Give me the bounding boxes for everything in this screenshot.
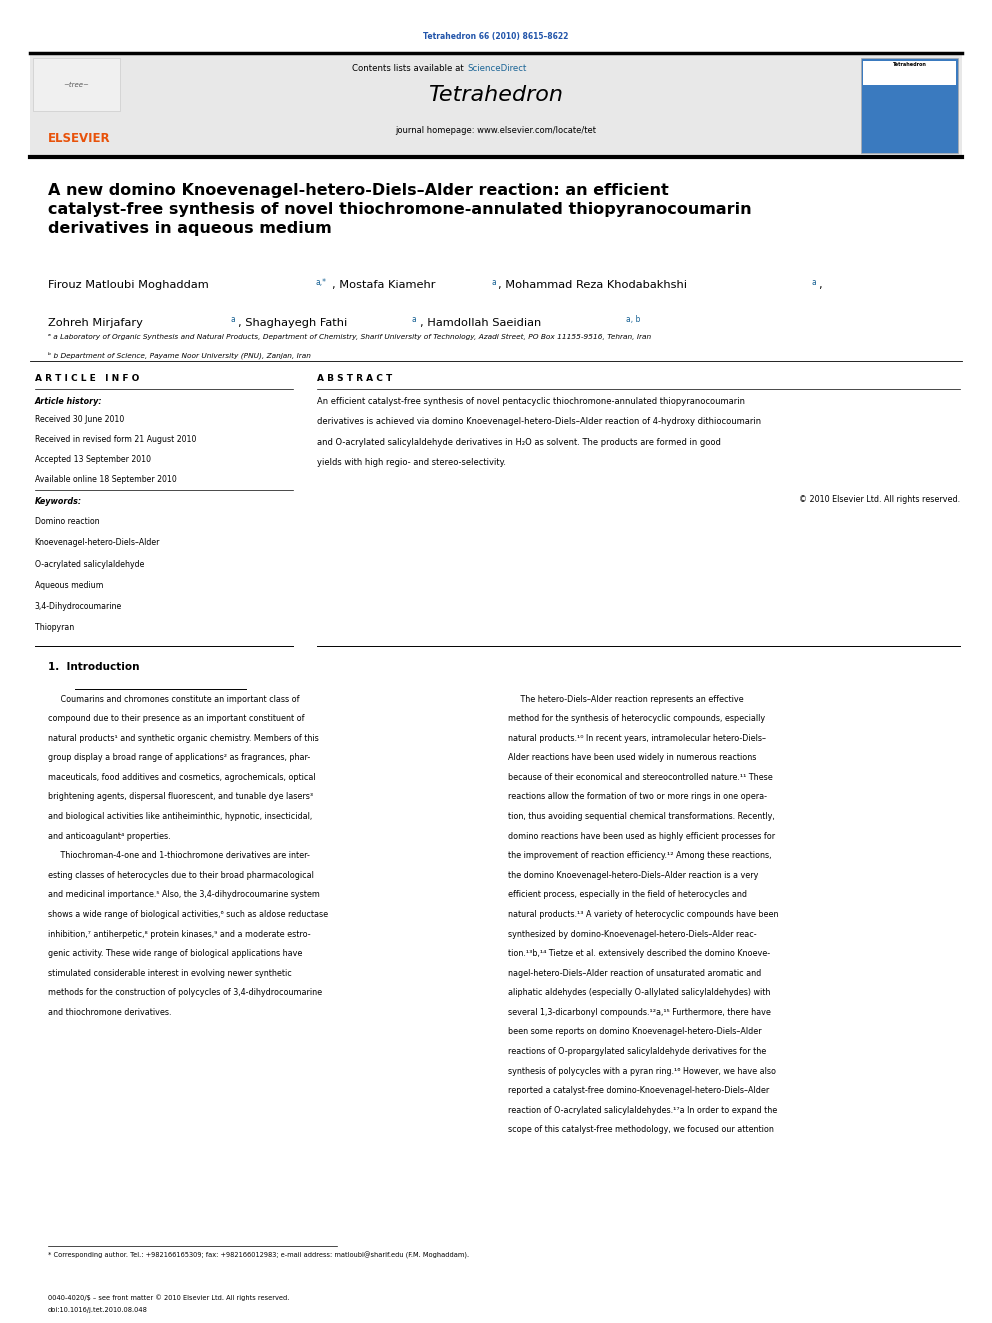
Text: methods for the construction of polycycles of 3,4-dihydrocoumarine: methods for the construction of polycycl… [48, 988, 321, 998]
Text: Keywords:: Keywords: [35, 497, 82, 507]
FancyBboxPatch shape [863, 61, 956, 85]
Text: a: a [412, 315, 417, 324]
Text: Contents lists available at: Contents lists available at [352, 64, 466, 73]
Text: ~tree~: ~tree~ [63, 82, 89, 87]
Text: A B S T R A C T: A B S T R A C T [317, 374, 393, 384]
Text: a: a [491, 278, 496, 287]
Text: several 1,3-dicarbonyl compounds.¹²a,¹⁵ Furthermore, there have: several 1,3-dicarbonyl compounds.¹²a,¹⁵ … [508, 1008, 771, 1017]
Text: Tetrahedron: Tetrahedron [429, 85, 563, 106]
Text: Firouz Matloubi Moghaddam: Firouz Matloubi Moghaddam [48, 280, 208, 291]
Text: scope of this catalyst-free methodology, we focused our attention: scope of this catalyst-free methodology,… [508, 1126, 774, 1134]
Text: Thiopyran: Thiopyran [35, 623, 74, 632]
Text: * Corresponding author. Tel.: +982166165309; fax: +982166012983; e-mail address:: * Corresponding author. Tel.: +982166165… [48, 1252, 469, 1258]
Text: Alder reactions have been used widely in numerous reactions: Alder reactions have been used widely in… [508, 753, 756, 762]
FancyBboxPatch shape [33, 58, 120, 111]
Text: , Mohammad Reza Khodabakhshi: , Mohammad Reza Khodabakhshi [498, 280, 687, 291]
Text: group display a broad range of applications² as fragrances, phar-: group display a broad range of applicati… [48, 753, 310, 762]
Text: Tetrahedron 66 (2010) 8615–8622: Tetrahedron 66 (2010) 8615–8622 [424, 32, 568, 41]
Text: a,*: a,* [315, 278, 326, 287]
Text: because of their economical and stereocontrolled nature.¹¹ These: because of their economical and stereoco… [508, 773, 773, 782]
Text: tion, thus avoiding sequential chemical transformations. Recently,: tion, thus avoiding sequential chemical … [508, 812, 775, 822]
Text: maceuticals, food additives and cosmetics, agrochemicals, optical: maceuticals, food additives and cosmetic… [48, 773, 315, 782]
Text: reactions allow the formation of two or more rings in one opera-: reactions allow the formation of two or … [508, 792, 767, 802]
Text: a: a [230, 315, 235, 324]
Text: shows a wide range of biological activities,⁶ such as aldose reductase: shows a wide range of biological activit… [48, 910, 327, 919]
Text: journal homepage: www.elsevier.com/locate/tet: journal homepage: www.elsevier.com/locat… [396, 127, 596, 135]
Text: stimulated considerable interest in evolving newer synthetic: stimulated considerable interest in evol… [48, 968, 292, 978]
Text: inhibition,⁷ antiherpetic,⁸ protein kinases,⁹ and a moderate estro-: inhibition,⁷ antiherpetic,⁸ protein kina… [48, 930, 310, 938]
Text: 3,4-Dihydrocoumarine: 3,4-Dihydrocoumarine [35, 602, 122, 611]
Text: and O-acrylated salicylaldehyde derivatives in H₂O as solvent. The products are : and O-acrylated salicylaldehyde derivati… [317, 438, 721, 447]
Text: ScienceDirect: ScienceDirect [467, 64, 527, 73]
Text: The hetero-Diels–Alder reaction represents an effective: The hetero-Diels–Alder reaction represen… [508, 695, 744, 704]
Text: doi:10.1016/j.tet.2010.08.048: doi:10.1016/j.tet.2010.08.048 [48, 1307, 148, 1314]
Text: ᵇ b Department of Science, Payame Noor University (PNU), Zanjan, Iran: ᵇ b Department of Science, Payame Noor U… [48, 352, 310, 360]
Text: been some reports on domino Knoevenagel-hetero-Diels–Alder: been some reports on domino Knoevenagel-… [508, 1028, 762, 1036]
Text: Article history:: Article history: [35, 397, 102, 406]
Text: Aqueous medium: Aqueous medium [35, 581, 103, 590]
Text: natural products.¹³ A variety of heterocyclic compounds have been: natural products.¹³ A variety of heteroc… [508, 910, 779, 919]
Text: nagel-hetero-Diels–Alder reaction of unsaturated aromatic and: nagel-hetero-Diels–Alder reaction of uns… [508, 968, 761, 978]
Text: reported a catalyst-free domino-Knoevenagel-hetero-Diels–Alder: reported a catalyst-free domino-Knoevena… [508, 1086, 769, 1095]
Text: , Shaghayegh Fathi: , Shaghayegh Fathi [238, 318, 347, 328]
Text: a, b: a, b [626, 315, 640, 324]
Text: ᵃ a Laboratory of Organic Synthesis and Natural Products, Department of Chemistr: ᵃ a Laboratory of Organic Synthesis and … [48, 333, 651, 340]
Text: synthesized by domino-Knoevenagel-hetero-Diels–Alder reac-: synthesized by domino-Knoevenagel-hetero… [508, 930, 757, 938]
Text: 0040-4020/$ – see front matter © 2010 Elsevier Ltd. All rights reserved.: 0040-4020/$ – see front matter © 2010 El… [48, 1294, 289, 1301]
Text: ELSEVIER: ELSEVIER [48, 132, 110, 146]
Text: tion.¹³b,¹⁴ Tietze et al. extensively described the domino Knoeve-: tion.¹³b,¹⁴ Tietze et al. extensively de… [508, 949, 770, 958]
Text: compound due to their presence as an important constituent of: compound due to their presence as an imp… [48, 714, 305, 724]
Text: method for the synthesis of heterocyclic compounds, especially: method for the synthesis of heterocyclic… [508, 714, 765, 724]
Text: O-acrylated salicylaldehyde: O-acrylated salicylaldehyde [35, 560, 144, 569]
Text: © 2010 Elsevier Ltd. All rights reserved.: © 2010 Elsevier Ltd. All rights reserved… [800, 495, 960, 504]
Text: a: a [811, 278, 816, 287]
Text: , Mostafa Kiamehr: , Mostafa Kiamehr [332, 280, 435, 291]
Text: Received 30 June 2010: Received 30 June 2010 [35, 415, 124, 425]
Text: esting classes of heterocycles due to their broad pharmacological: esting classes of heterocycles due to th… [48, 871, 313, 880]
Text: domino reactions have been used as highly efficient processes for: domino reactions have been used as highl… [508, 832, 775, 840]
Text: Accepted 13 September 2010: Accepted 13 September 2010 [35, 455, 151, 464]
Text: the domino Knoevenagel-hetero-Diels–Alder reaction is a very: the domino Knoevenagel-hetero-Diels–Alde… [508, 871, 758, 880]
Text: 1.  Introduction: 1. Introduction [48, 662, 139, 672]
Text: genic activity. These wide range of biological applications have: genic activity. These wide range of biol… [48, 949, 302, 958]
Text: efficient process, especially in the field of heterocycles and: efficient process, especially in the fie… [508, 890, 747, 900]
Text: Thiochroman-4-one and 1-thiochromone derivatives are inter-: Thiochroman-4-one and 1-thiochromone der… [48, 851, 310, 860]
Text: , Hamdollah Saeidian: , Hamdollah Saeidian [420, 318, 541, 328]
Text: synthesis of polycycles with a pyran ring.¹⁶ However, we have also: synthesis of polycycles with a pyran rin… [508, 1066, 776, 1076]
Text: Domino reaction: Domino reaction [35, 517, 99, 527]
Text: An efficient catalyst-free synthesis of novel pentacyclic thiochromone-annulated: An efficient catalyst-free synthesis of … [317, 397, 745, 406]
Text: brightening agents, dispersal fluorescent, and tunable dye lasers³: brightening agents, dispersal fluorescen… [48, 792, 312, 802]
Text: Available online 18 September 2010: Available online 18 September 2010 [35, 475, 177, 484]
Text: Received in revised form 21 August 2010: Received in revised form 21 August 2010 [35, 435, 196, 445]
Text: Coumarins and chromones constitute an important class of: Coumarins and chromones constitute an im… [48, 695, 300, 704]
FancyBboxPatch shape [861, 58, 958, 153]
Text: and thiochromone derivatives.: and thiochromone derivatives. [48, 1008, 171, 1017]
Text: natural products.¹⁰ In recent years, intramolecular hetero-Diels–: natural products.¹⁰ In recent years, int… [508, 734, 766, 742]
Text: ,: , [818, 280, 822, 291]
Text: and anticoagulant⁴ properties.: and anticoagulant⁴ properties. [48, 832, 171, 840]
Text: Tetrahedron: Tetrahedron [893, 62, 927, 67]
Text: derivatives is achieved via domino Knoevenagel-hetero-Diels–Alder reaction of 4-: derivatives is achieved via domino Knoev… [317, 418, 762, 426]
Text: the improvement of reaction efficiency.¹² Among these reactions,: the improvement of reaction efficiency.¹… [508, 851, 772, 860]
Text: reaction of O-acrylated salicylaldehydes.¹⁷a In order to expand the: reaction of O-acrylated salicylaldehydes… [508, 1106, 777, 1115]
Text: A R T I C L E   I N F O: A R T I C L E I N F O [35, 374, 139, 384]
FancyBboxPatch shape [30, 53, 962, 156]
Text: yields with high regio- and stereo-selectivity.: yields with high regio- and stereo-selec… [317, 459, 507, 467]
Text: Zohreh Mirjafary: Zohreh Mirjafary [48, 318, 143, 328]
Text: and biological activities like antiheiminthic, hypnotic, insecticidal,: and biological activities like antiheimi… [48, 812, 311, 822]
Text: natural products¹ and synthetic organic chemistry. Members of this: natural products¹ and synthetic organic … [48, 734, 318, 742]
Text: Knoevenagel-hetero-Diels–Alder: Knoevenagel-hetero-Diels–Alder [35, 538, 160, 548]
Text: aliphatic aldehydes (especially O-allylated salicylaldehydes) with: aliphatic aldehydes (especially O-allyla… [508, 988, 770, 998]
Text: A new domino Knoevenagel-hetero-Diels–Alder reaction: an efficient
catalyst-free: A new domino Knoevenagel-hetero-Diels–Al… [48, 183, 751, 235]
Text: and medicinal importance.⁵ Also, the 3,4-dihydrocoumarine system: and medicinal importance.⁵ Also, the 3,4… [48, 890, 319, 900]
Text: reactions of O-propargylated salicylaldehyde derivatives for the: reactions of O-propargylated salicylalde… [508, 1046, 766, 1056]
